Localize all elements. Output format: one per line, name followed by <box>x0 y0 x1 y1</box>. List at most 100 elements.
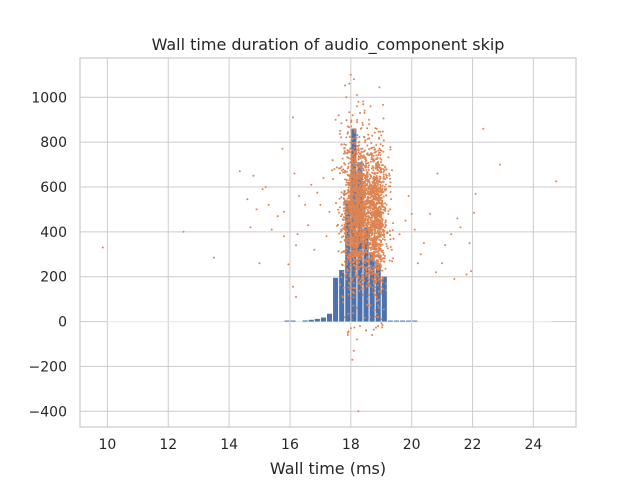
scatter-point <box>369 196 372 199</box>
scatter-point <box>338 232 341 235</box>
scatter-point <box>381 326 384 329</box>
scatter-point <box>343 199 346 202</box>
scatter-point <box>379 244 382 246</box>
scatter-point <box>350 141 353 144</box>
scatter-point <box>384 220 387 223</box>
scatter-point <box>470 270 472 273</box>
scatter-point <box>349 229 352 232</box>
scatter-point <box>380 322 383 325</box>
scatter-point <box>343 201 346 204</box>
scatter-point <box>357 175 360 178</box>
scatter-point <box>372 215 375 217</box>
scatter-point <box>371 134 374 137</box>
scatter-point <box>353 215 356 218</box>
scatter-point <box>365 274 368 277</box>
scatter-point <box>350 196 353 199</box>
scatter-point <box>383 238 386 241</box>
scatter-point <box>337 250 340 253</box>
scatter-point <box>378 175 381 178</box>
scatter-point <box>360 265 363 268</box>
scatter-point <box>381 257 384 260</box>
scatter-point <box>358 210 361 213</box>
scatter-point <box>355 151 358 153</box>
scatter-point <box>354 186 357 189</box>
y-tick-label: −400 <box>29 404 67 420</box>
scatter-point <box>355 152 358 155</box>
scatter-point <box>384 202 386 205</box>
scatter-point <box>362 150 365 153</box>
scatter-point <box>366 187 368 190</box>
y-tick-label: 400 <box>40 225 67 241</box>
scatter-point <box>359 194 362 197</box>
scatter-point <box>371 243 373 246</box>
scatter-point <box>341 169 343 172</box>
scatter-point <box>377 149 380 152</box>
scatter-point <box>379 289 382 292</box>
scatter-point <box>362 244 365 246</box>
scatter-point <box>357 258 360 261</box>
scatter-point <box>360 258 362 260</box>
scatter-point <box>382 260 385 263</box>
scatter-point <box>368 266 371 269</box>
scatter-point <box>346 170 348 173</box>
scatter-point <box>361 198 364 201</box>
scatter-point <box>366 220 369 223</box>
scatter-point <box>354 170 357 173</box>
scatter-point <box>359 218 362 221</box>
scatter-point <box>359 206 362 209</box>
scatter-point <box>351 166 354 168</box>
scatter-point <box>343 190 346 193</box>
scatter-point <box>441 262 444 265</box>
scatter-point <box>368 173 371 176</box>
scatter-point <box>380 170 382 173</box>
scatter-point <box>367 164 370 167</box>
scatter-point <box>381 144 384 147</box>
scatter-point <box>375 187 378 190</box>
scatter-point <box>348 216 351 219</box>
scatter-point <box>378 211 380 214</box>
scatter-point <box>357 192 360 195</box>
scatter-point <box>362 262 365 265</box>
scatter-point <box>380 290 382 293</box>
scatter-point <box>371 255 374 258</box>
scatter-point <box>346 174 349 177</box>
scatter-point <box>380 149 383 152</box>
scatter-point <box>249 226 252 229</box>
scatter-point <box>367 259 370 262</box>
scatter-point <box>374 248 377 250</box>
scatter-point <box>373 171 376 174</box>
scatter-point <box>365 215 367 218</box>
y-tick-label: −200 <box>29 359 67 375</box>
scatter-point <box>360 277 363 280</box>
scatter-point <box>365 192 368 195</box>
scatter-point <box>381 184 384 187</box>
scatter-point <box>348 265 351 268</box>
scatter-point <box>366 144 369 147</box>
scatter-point <box>341 263 343 266</box>
scatter-point <box>345 232 348 234</box>
scatter-point <box>360 227 363 230</box>
scatter-point <box>410 212 413 215</box>
scatter-point <box>335 202 337 205</box>
scatter-point <box>355 148 358 151</box>
scatter-point <box>365 236 367 239</box>
scatter-point <box>419 253 422 256</box>
scatter-point <box>356 173 358 176</box>
scatter-point <box>366 127 369 130</box>
scatter-point <box>287 263 290 266</box>
scatter-point <box>319 203 322 206</box>
scatter-point <box>387 213 390 215</box>
scatter-point <box>379 258 382 261</box>
scatter-point <box>374 230 377 233</box>
scatter-point <box>389 238 392 241</box>
scatter-point <box>360 127 363 130</box>
scatter-point <box>379 222 382 225</box>
scatter-point <box>343 223 346 226</box>
scatter-point <box>298 195 301 197</box>
scatter-point <box>376 208 379 211</box>
scatter-point <box>367 215 370 217</box>
scatter-point <box>374 273 377 276</box>
scatter-point <box>385 176 388 179</box>
scatter-point <box>345 238 348 240</box>
scatter-point <box>368 190 371 193</box>
